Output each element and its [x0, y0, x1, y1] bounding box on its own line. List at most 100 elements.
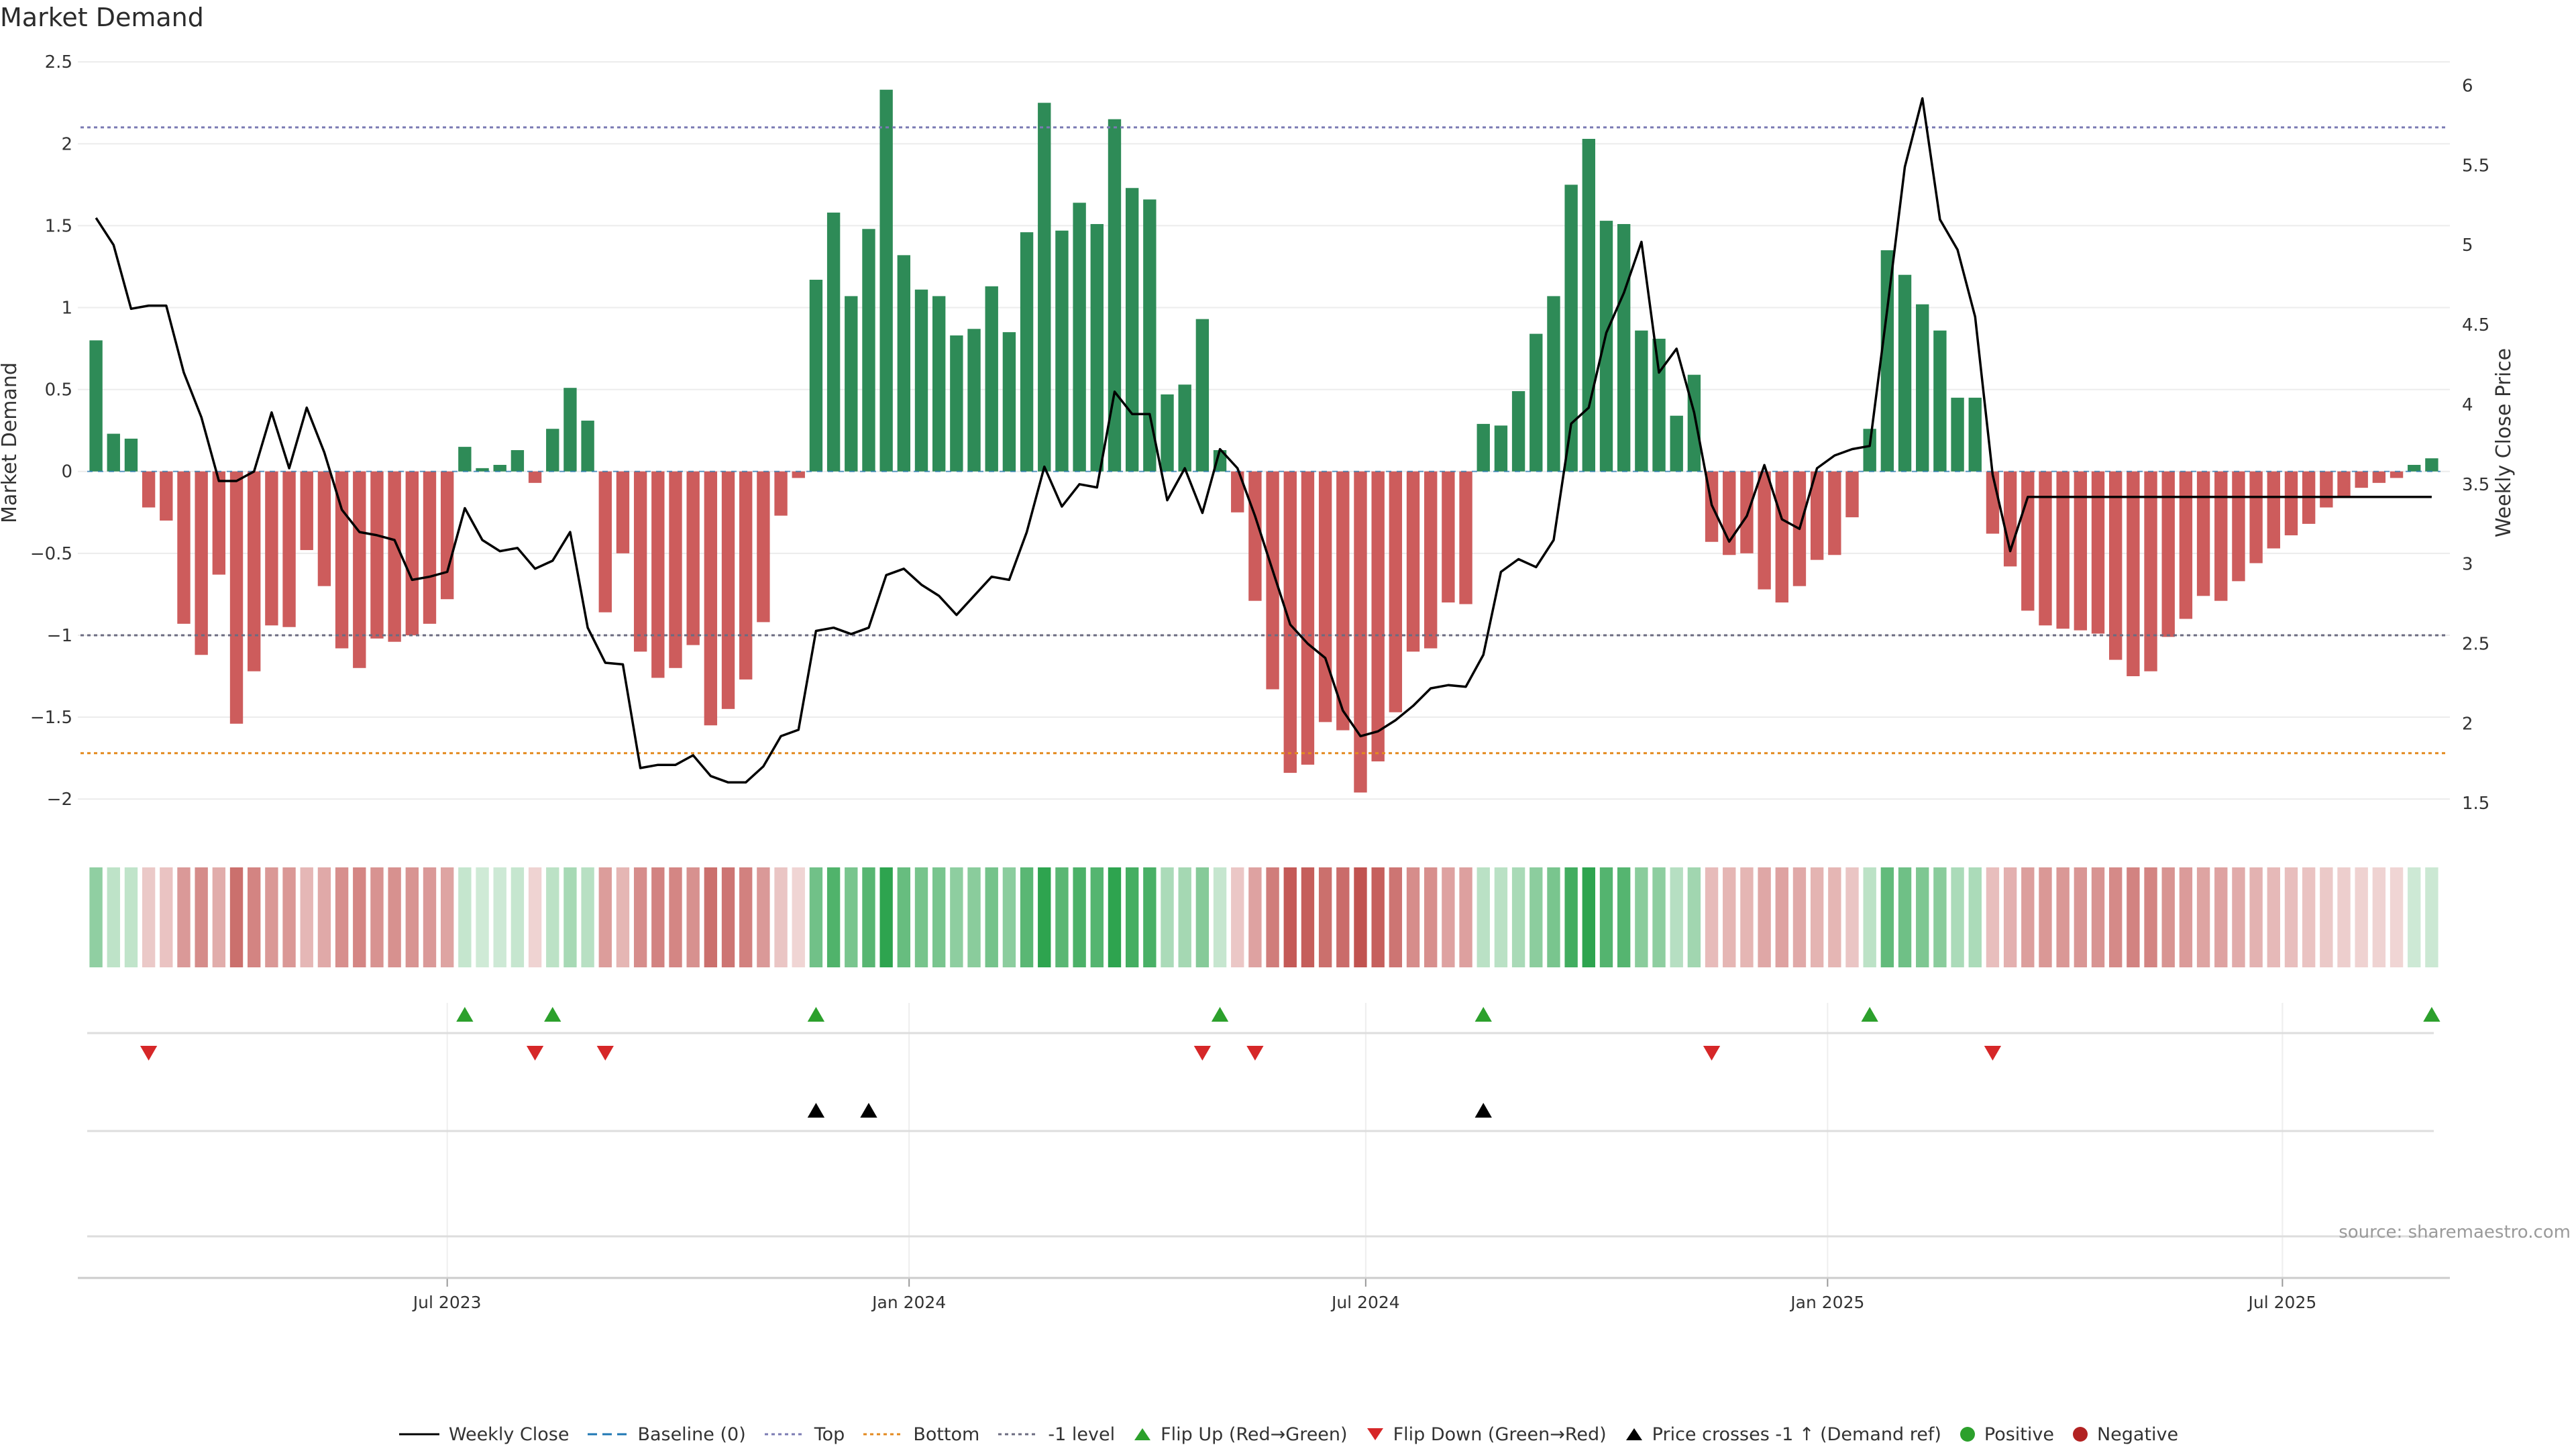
heat-cell: [1161, 867, 1174, 967]
heat-cell: [2267, 867, 2280, 967]
legend-label: Weekly Close: [448, 1424, 570, 1445]
heat-cell: [440, 867, 454, 967]
legend-item-bottom[interactable]: Bottom: [862, 1424, 979, 1445]
demand-bar: [1652, 338, 1666, 472]
heat-cell: [2003, 867, 2017, 967]
demand-bar: [1266, 471, 1279, 690]
heat-cell: [774, 867, 788, 967]
heat-cell: [757, 867, 770, 967]
demand-bar: [493, 464, 506, 472]
flip-down-marker: [596, 1046, 614, 1061]
heat-cell: [1810, 867, 1824, 967]
heat-cell: [1195, 867, 1210, 967]
demand-bar: [1108, 119, 1122, 472]
heat-cell: [914, 867, 928, 967]
heat-cell: [353, 867, 366, 967]
heat-cell: [879, 867, 893, 967]
demand-bar: [476, 468, 489, 472]
chart-title: Market Demand: [0, 3, 204, 32]
demand-bar: [826, 212, 841, 472]
dot-icon: [2072, 1427, 2088, 1442]
demand-bar: [1758, 471, 1771, 590]
legend-item-cross-up[interactable]: Price crosses -1 ↑ (Demand ref): [1624, 1424, 1941, 1445]
heat-cell: [142, 867, 156, 967]
demand-bar: [669, 471, 682, 668]
demand-bar: [160, 471, 173, 521]
heat-cell: [669, 867, 682, 967]
demand-bar: [1933, 330, 1947, 472]
y-tick-label: 2: [61, 134, 72, 154]
legend-item-baseline[interactable]: Baseline (0): [586, 1424, 746, 1445]
demand-bar: [1389, 471, 1403, 712]
heat-cell: [2425, 867, 2438, 967]
demand-bar: [195, 471, 208, 655]
demand-bar: [686, 471, 700, 645]
demand-bar: [1511, 391, 1525, 472]
legend-dotted-swatch-icon: [998, 1433, 1039, 1436]
demand-bar: [2091, 471, 2105, 634]
heat-cell: [1336, 867, 1350, 967]
heat-cell: [826, 867, 841, 967]
demand-bar: [370, 471, 384, 639]
heat-cell: [598, 867, 612, 967]
legend-dotted-swatch-icon: [764, 1433, 805, 1436]
heat-cell: [1740, 867, 1754, 967]
demand-bar: [1406, 471, 1420, 652]
demand-bar: [1459, 471, 1472, 604]
demand-bar: [1968, 397, 1982, 472]
heat-cell: [1055, 867, 1069, 967]
x-tick-label: Jan 2024: [871, 1293, 946, 1312]
legend-dashed-swatch-icon: [588, 1433, 629, 1436]
legend-label: Positive: [1984, 1424, 2054, 1445]
y-axis-title: Market Demand: [0, 362, 21, 523]
demand-bar: [142, 471, 156, 508]
heat-cell: [985, 867, 998, 967]
legend-label: Baseline (0): [637, 1424, 746, 1445]
demand-bar: [1775, 471, 1788, 603]
demand-bar: [212, 471, 226, 575]
y2-tick-label: 4: [2462, 395, 2473, 415]
legend-item-negative[interactable]: Negative: [2072, 1424, 2178, 1445]
y-tick-label: 1.5: [45, 216, 72, 236]
heat-cell: [1758, 867, 1771, 967]
y-tick-label: 0.5: [45, 380, 72, 400]
heat-cell: [1477, 867, 1490, 967]
legend-item-flip-up[interactable]: Flip Up (Red→Green): [1132, 1424, 1348, 1445]
heat-cell: [1213, 867, 1227, 967]
demand-bar: [1038, 103, 1051, 472]
heat-cell: [1529, 867, 1543, 967]
flip-up-marker: [1861, 1007, 1878, 1022]
heat-cell: [388, 867, 401, 967]
demand-bar: [528, 471, 542, 483]
legend-label: -1 level: [1048, 1424, 1116, 1445]
heat-cell: [2390, 867, 2404, 967]
heat-cell: [1968, 867, 1982, 967]
heat-cell: [1547, 867, 1560, 967]
heat-cell: [511, 867, 525, 967]
heat-cell: [493, 867, 506, 967]
heat-cell: [476, 867, 489, 967]
y2-tick-label: 3.5: [2462, 475, 2489, 495]
flip-down-marker: [1703, 1046, 1721, 1061]
legend-item-flip-down[interactable]: Flip Down (Green→Red): [1365, 1424, 1607, 1445]
demand-bar: [1582, 138, 1595, 472]
demand-bar: [1002, 332, 1016, 472]
demand-bar: [1951, 397, 1964, 472]
legend-item-minus1[interactable]: -1 level: [997, 1424, 1115, 1445]
demand-bar: [2161, 471, 2175, 637]
heat-cell: [845, 867, 858, 967]
heat-cell: [107, 867, 120, 967]
heat-cell: [1916, 867, 1929, 967]
heat-cell: [335, 867, 349, 967]
legend-item-top[interactable]: Top: [763, 1424, 845, 1445]
legend-item-positive[interactable]: Positive: [1959, 1424, 2054, 1445]
demand-bar: [774, 471, 788, 516]
demand-bar: [2320, 471, 2333, 508]
y-tick-label: 0: [61, 462, 72, 482]
demand-bar: [2267, 471, 2280, 549]
heat-cell: [1371, 867, 1385, 967]
demand-bar: [124, 438, 138, 472]
y2-tick-label: 2.5: [2462, 635, 2489, 655]
legend-item-weekly-close[interactable]: Weekly Close: [398, 1424, 570, 1445]
demand-bar: [1986, 471, 2000, 534]
